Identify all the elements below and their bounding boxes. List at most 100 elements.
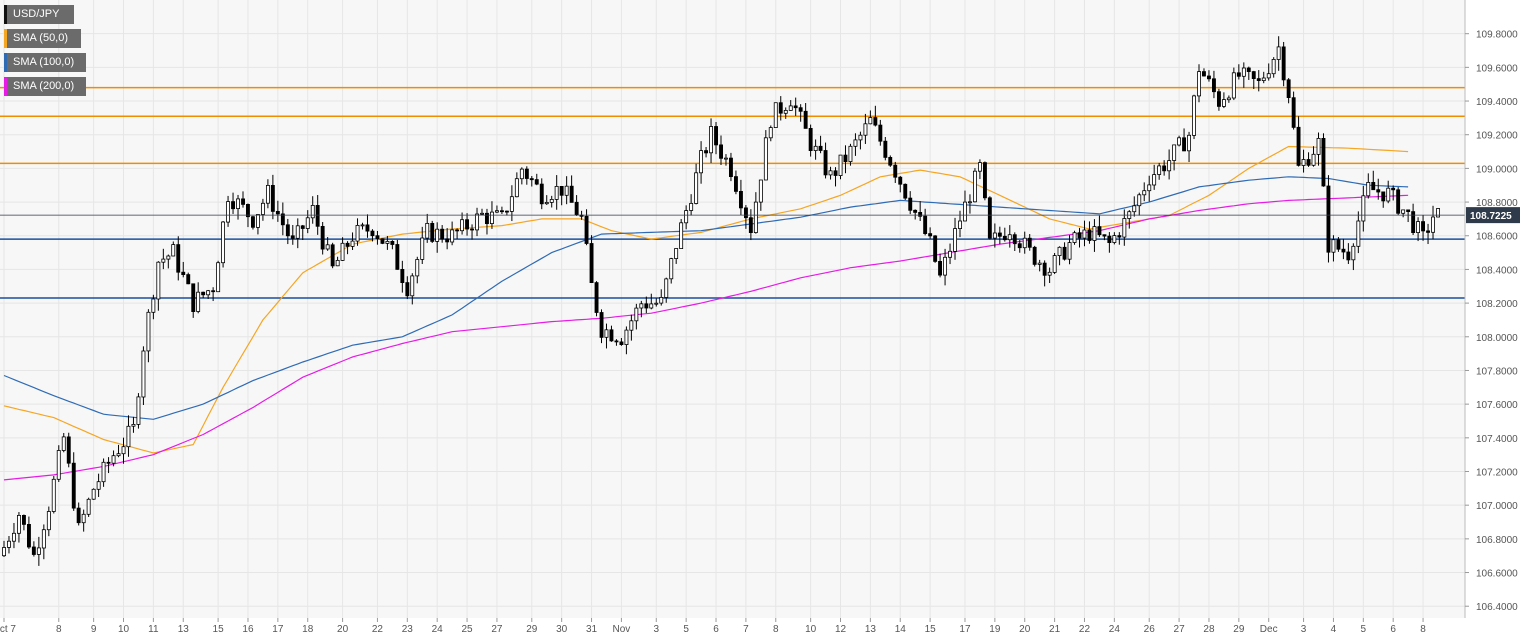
candle-bear: [380, 238, 385, 244]
legend-symbol-swatch: [4, 5, 7, 24]
legend-sma100: SMA (100,0): [4, 53, 86, 72]
y-tick-label: 107.8000: [1476, 366, 1518, 377]
candle-bear: [1117, 235, 1122, 238]
y-axis: 106.4000 106.6000 106.8000 107.0000 107.2000…: [1465, 30, 1518, 613]
x-tick-label: 14: [895, 624, 907, 635]
candle-bull: [1187, 134, 1191, 152]
candle-bear: [400, 268, 405, 283]
candle-bull: [943, 256, 947, 276]
candle-bull: [963, 201, 967, 222]
candle-bear: [275, 210, 280, 215]
candle-bear: [1411, 211, 1416, 234]
candle-bull: [992, 232, 997, 239]
candle-bull: [564, 185, 569, 196]
candle-bull: [136, 396, 141, 425]
y-tick-label: 107.4000: [1476, 434, 1518, 445]
candle-bull: [1316, 137, 1321, 155]
candle-bear: [191, 283, 196, 312]
candle-bull: [420, 237, 425, 260]
candle-bull: [1177, 137, 1181, 146]
candle-bull: [61, 436, 66, 451]
candle-bull: [1351, 245, 1356, 261]
candle-bear: [430, 222, 435, 242]
candle-bull: [828, 170, 833, 176]
x-tick-label: 16: [242, 624, 254, 635]
candle-bull: [948, 250, 952, 258]
sma200-line: [3, 194, 1409, 481]
x-tick-label: 22: [372, 624, 384, 635]
x-tick-label: 29: [526, 624, 538, 635]
candle-bull: [1022, 237, 1027, 249]
candle-bear: [574, 201, 579, 216]
legend-sma50: SMA (50,0): [4, 29, 81, 48]
candle-bull: [1172, 144, 1177, 161]
x-tick-label: 6: [1390, 624, 1396, 635]
candle-bull: [953, 228, 957, 252]
candle-bull: [166, 255, 171, 260]
legend-sma100-label: SMA (100,0): [13, 56, 75, 68]
candle-bear: [928, 233, 933, 237]
candle-bull: [126, 425, 131, 448]
current-price-label: 108.7225: [1466, 207, 1520, 224]
candle-bull: [56, 450, 61, 480]
y-tick-label: 107.6000: [1476, 400, 1518, 411]
candle-bull: [335, 259, 340, 267]
legend-sma50-label: SMA (50,0): [13, 32, 69, 44]
x-tick-label: Dec: [1260, 624, 1278, 635]
candle-bull: [978, 162, 982, 172]
x-tick-label: 3: [1301, 624, 1307, 635]
candle-bull: [1361, 195, 1366, 222]
candle-bear: [186, 274, 191, 285]
candle-bear: [734, 176, 738, 192]
candle-bull: [848, 145, 853, 163]
candle-bear: [245, 203, 250, 218]
x-tick-label: 6: [713, 624, 719, 635]
candle-bull: [1167, 160, 1172, 172]
candle-bear: [529, 178, 534, 181]
candle-bear: [719, 144, 723, 159]
candle-bull: [1241, 67, 1246, 77]
legend-sma200: SMA (200,0): [4, 77, 86, 96]
candle-bear: [987, 197, 992, 239]
candle-bull: [121, 446, 126, 455]
x-tick-label: 20: [1019, 624, 1031, 635]
candle-bull: [1301, 159, 1306, 166]
x-tick-label: 24: [432, 624, 444, 635]
x-tick-label: 7: [743, 624, 749, 635]
candle-bull: [340, 242, 345, 261]
candle-bear: [484, 212, 489, 225]
candle-bull: [1231, 72, 1236, 99]
x-tick-label: 10: [805, 624, 817, 635]
y-tick-label: 109.8000: [1476, 30, 1518, 41]
candle-bull: [425, 222, 430, 239]
candle-bull: [146, 311, 151, 352]
candle-bull: [1222, 99, 1226, 107]
candle-bear: [918, 211, 923, 217]
legend-sma200-swatch: [4, 77, 7, 96]
candle-bull: [519, 168, 524, 180]
y-tick-label: 106.8000: [1476, 535, 1518, 546]
x-tick-label: 13: [865, 624, 877, 635]
candle-bull: [81, 513, 86, 524]
x-tick-label: Nov: [613, 624, 631, 635]
candle-bear: [1087, 229, 1092, 241]
candle-bull: [684, 210, 689, 224]
y-tick-label: 107.0000: [1476, 501, 1518, 512]
candle-bear: [609, 329, 614, 342]
candle-bull: [2, 547, 6, 557]
candle-bear: [1062, 246, 1067, 260]
candle-bear: [106, 461, 111, 464]
x-tick-label: 8: [56, 624, 62, 635]
candle-bull: [1072, 232, 1077, 243]
candle-bear: [1396, 189, 1401, 214]
candle-bull: [694, 172, 699, 204]
x-tick-label: 23: [402, 624, 414, 635]
plot-background: [0, 0, 1465, 618]
candle-bull: [624, 329, 629, 346]
candle-bull: [1037, 262, 1042, 265]
candle-bull: [1356, 220, 1361, 247]
candle-bear: [644, 303, 649, 309]
x-tick-label: 3: [653, 624, 659, 635]
candle-bull: [7, 540, 11, 548]
candle-bull: [1057, 246, 1062, 257]
